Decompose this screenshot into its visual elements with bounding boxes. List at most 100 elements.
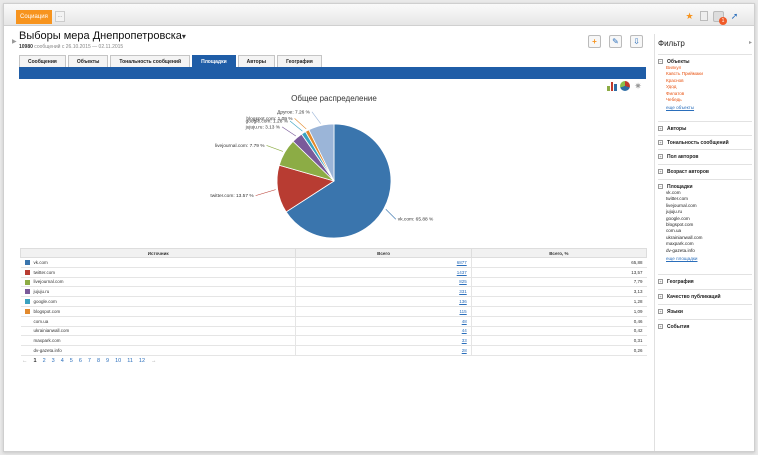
platforms-item[interactable]: jujuju.ru (666, 209, 683, 215)
expand-icon[interactable]: + (658, 324, 663, 329)
expand-icon[interactable]: + (658, 309, 663, 314)
filter-age-header[interactable]: + Возраст авторов (658, 165, 752, 175)
add-icon[interactable]: + (588, 35, 601, 48)
total-link[interactable]: 825 (459, 279, 467, 285)
pager-prev-button[interactable]: ← (22, 358, 28, 364)
filter-geography: + География (658, 274, 752, 285)
filter-tonality-header[interactable]: + Тональность сообщений (658, 136, 752, 146)
pager-page-4[interactable]: 4 (60, 358, 64, 364)
objects-item[interactable]: Филатов (666, 90, 685, 96)
pie-slice-другое[interactable] (308, 123, 335, 182)
pager-page-12[interactable]: 12 (138, 358, 146, 364)
objects-item[interactable]: Чебедь (666, 97, 682, 103)
expand-icon[interactable]: + (658, 294, 663, 299)
platforms-item[interactable]: google.com (666, 215, 690, 221)
tab-messages[interactable]: Сообщения (19, 55, 66, 68)
filter-events-header[interactable]: + События (658, 320, 752, 330)
pager-page-10[interactable]: 10 (115, 358, 122, 364)
expand-icon[interactable]: + (658, 154, 663, 159)
tab-objects[interactable]: Объекты (67, 55, 109, 68)
tab-authors[interactable]: Авторы (237, 55, 276, 68)
expand-icon[interactable]: + (658, 279, 663, 284)
total-link[interactable]: 44 (461, 328, 467, 334)
brand-logo[interactable]: Социация (16, 10, 52, 24)
notifications-icon[interactable]: 1 (713, 10, 727, 25)
pie-slice-vk-com[interactable] (285, 123, 392, 239)
platforms-item[interactable]: dv-gazeta.info (666, 247, 695, 253)
column-header-source[interactable]: Источник (19, 248, 297, 258)
total-cell: 33 (295, 335, 472, 347)
total-link[interactable]: 1437 (456, 269, 467, 275)
expand-icon[interactable]: + (658, 126, 663, 131)
filter-languages-header[interactable]: + Языки (658, 305, 752, 315)
favorites-star-icon[interactable]: ★ (685, 10, 694, 21)
total-link[interactable]: 48 (461, 318, 467, 324)
percent-cell: 0,31 (470, 335, 647, 347)
source-name: maxpark.com (33, 338, 61, 344)
total-link[interactable]: 136 (459, 299, 467, 305)
title-dropdown-icon[interactable]: ▾ (181, 32, 186, 41)
pie-chart-icon[interactable] (620, 81, 630, 91)
expand-icon[interactable]: + (658, 140, 663, 145)
filter-geography-header[interactable]: + География (658, 275, 752, 285)
pager-page-3[interactable]: 3 (51, 358, 55, 364)
collapse-sidebar-icon[interactable]: ▸ (749, 40, 753, 46)
collapse-left-icon[interactable]: ▶ (12, 39, 17, 45)
pager-next-button[interactable]: → (151, 358, 157, 364)
total-link[interactable]: 33 (461, 338, 467, 344)
filter-objects-header[interactable]: − Объекты (658, 55, 752, 65)
page-title[interactable]: Выборы мера Днепропетровска▾ (19, 30, 186, 42)
platforms-item[interactable]: maxpark.com (666, 241, 694, 247)
tab-geography[interactable]: География (277, 55, 322, 68)
platforms-item[interactable]: twitter.com (666, 196, 688, 202)
expand-icon[interactable]: + (658, 169, 663, 174)
settings-icon[interactable]: ✷ (634, 81, 642, 91)
filter-authors-header[interactable]: + Авторы (658, 122, 752, 132)
more-objects-link[interactable]: еще объекты (666, 105, 695, 111)
tab-platforms[interactable]: Площадки (192, 55, 236, 68)
pager-page-9[interactable]: 9 (106, 358, 110, 364)
pie-label-leader (311, 111, 321, 124)
platforms-item[interactable]: vk.com (666, 190, 681, 195)
objects-item[interactable]: Удод (666, 84, 677, 90)
legend-swatch (24, 289, 30, 295)
platforms-item[interactable]: com.ua (666, 228, 682, 234)
source-cell: dv-gazeta.info (20, 345, 296, 356)
total-link[interactable]: 115 (459, 308, 467, 314)
pager-page-1[interactable]: 1 (33, 358, 37, 364)
platforms-item[interactable]: livejournal.com (666, 202, 697, 208)
bar-chart-icon[interactable] (607, 81, 618, 91)
pager-page-7[interactable]: 7 (87, 358, 91, 364)
export-icon[interactable]: ⇩ (630, 35, 643, 48)
collapse-icon[interactable]: − (658, 59, 663, 64)
tab-tonality[interactable]: Тональность сообщений (110, 55, 191, 68)
total-cell: 136 (295, 296, 472, 307)
total-link[interactable]: 6877 (456, 259, 467, 265)
objects-item[interactable]: Кавсть Приймаки (666, 71, 703, 77)
column-header-total[interactable]: Всего (295, 248, 472, 258)
pager-page-11[interactable]: 11 (127, 358, 133, 364)
filter-quality-header[interactable]: + Качество публикаций (658, 290, 752, 300)
collapse-icon[interactable]: − (658, 184, 663, 189)
pager-page-6[interactable]: 6 (78, 358, 82, 364)
total-link[interactable]: 28 (461, 348, 467, 354)
legend-swatch (24, 269, 30, 275)
total-link[interactable]: 331 (459, 289, 467, 295)
platforms-item[interactable]: blogspot.com (666, 222, 694, 228)
logout-arrow-icon[interactable]: ➚ (730, 10, 739, 21)
column-header-percent[interactable]: Всего, % (470, 248, 648, 258)
pager-page-5[interactable]: 5 (69, 358, 73, 364)
objects-item[interactable]: Краснов (666, 77, 684, 83)
pager-page-8[interactable]: 8 (96, 358, 100, 364)
filter-objects: − Объекты Вилкул Кавсть Приймаки Краснов Удо… (658, 54, 752, 110)
pager-page-2[interactable]: 2 (42, 358, 46, 364)
more-platforms-link[interactable]: еще площадки (666, 256, 698, 262)
filter-platforms-header[interactable]: − Площадки (658, 180, 752, 190)
pie-label-leader (289, 120, 303, 132)
document-icon[interactable] (700, 11, 708, 21)
brand-menu-button[interactable]: ... (55, 11, 65, 22)
edit-pen-icon[interactable]: ✎ (609, 35, 622, 48)
filter-gender-header[interactable]: + Пол авторов (658, 150, 752, 160)
platforms-item[interactable]: ukrainianwall.com (666, 234, 703, 240)
objects-item[interactable]: Вилкул (666, 65, 682, 70)
